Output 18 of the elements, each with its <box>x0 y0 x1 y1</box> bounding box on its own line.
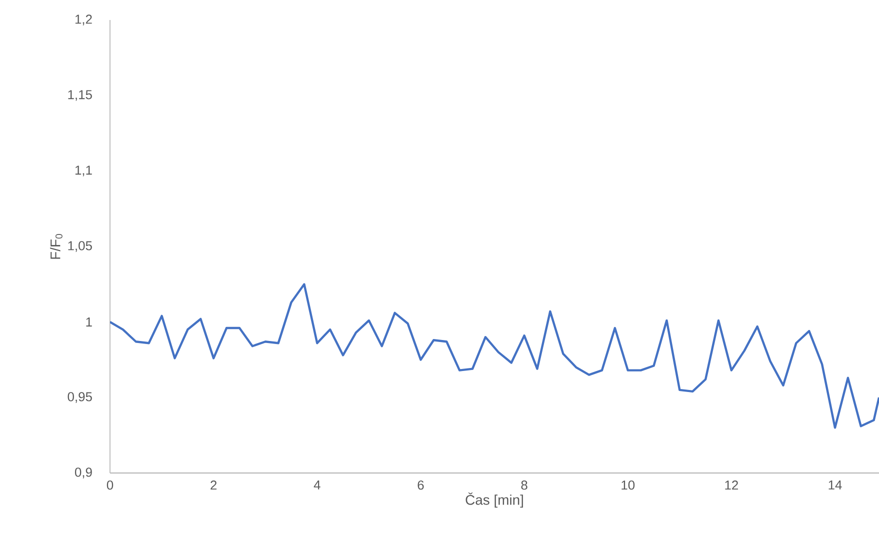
x-axis-title: Čas [min] <box>466 492 523 508</box>
y-tick-label: 1,15 <box>68 90 92 101</box>
x-tick-label: 8 <box>521 480 528 490</box>
y-tick-label: 1 <box>86 318 92 326</box>
x-tick-label: 14 <box>828 480 842 490</box>
x-tick-label: 12 <box>725 480 738 490</box>
y-tick-label: 1,1 <box>75 166 92 176</box>
y-axis-title: F/F$_{0}$ <box>50 234 62 259</box>
x-tick-label: 2 <box>210 480 217 490</box>
y-tick-label: 1,05 <box>68 241 92 252</box>
x-tick-label: 0 <box>106 480 114 490</box>
y-tick-label: 1,2 <box>75 14 92 26</box>
x-tick-label: 6 <box>418 480 424 490</box>
x-tick-label: 4 <box>314 480 320 490</box>
x-tick-label: 10 <box>622 480 635 490</box>
y-tick-label: 0,95 <box>68 392 92 403</box>
line-series <box>110 283 879 429</box>
y-tick-label: 0,9 <box>74 468 92 478</box>
